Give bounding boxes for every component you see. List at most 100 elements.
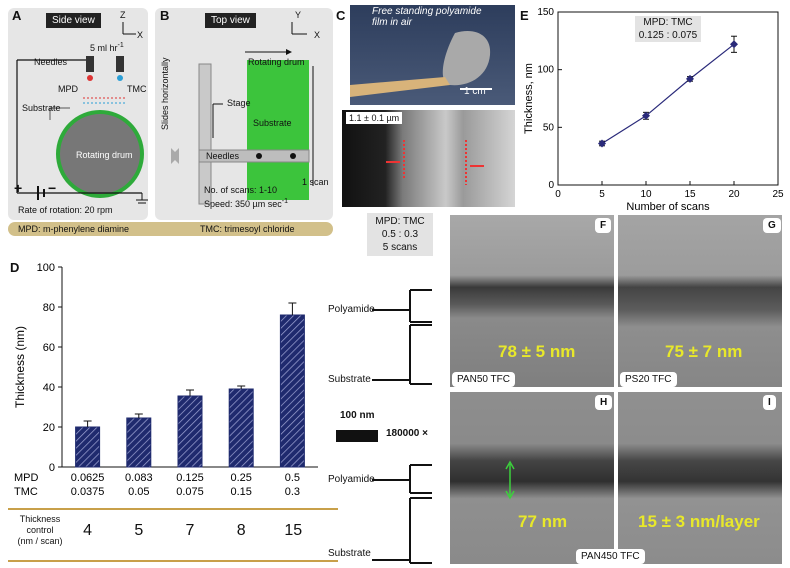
speed-text: Speed: 350 µm sec: [204, 199, 282, 209]
mpd-label-a: MPD: [58, 84, 78, 94]
one-scan-label: 1 scan: [302, 177, 329, 187]
axis-z-label: Z: [120, 10, 126, 20]
x-tick-label: 20: [728, 189, 740, 200]
x-tick-label: 15: [684, 189, 696, 200]
scale-bar: [336, 430, 378, 442]
tmc-value: 0.3: [285, 486, 300, 498]
plus-sign: +: [14, 180, 23, 196]
panel-b-letter: B: [160, 8, 170, 23]
y-tick-label: 40: [43, 382, 55, 394]
tem-panel-g: [618, 215, 782, 387]
layer-brackets: [372, 289, 432, 564]
tmc-value: 0.075: [176, 486, 204, 498]
tc-value: 7: [185, 522, 195, 539]
tem-g-tag: PS20 TFC: [620, 372, 677, 387]
tc-value: 5: [134, 522, 144, 539]
tem-i-thickness: 15 ± 3 nm/layer: [638, 512, 760, 531]
drum-label-b: Rotating drum: [248, 57, 305, 67]
series-line: [601, 43, 735, 144]
chart-e-ratio-box: MPD: TMC 0.125 : 0.075: [635, 16, 701, 42]
data-point: [642, 111, 650, 120]
tmc-label-a: TMC: [127, 84, 147, 94]
bar: [177, 395, 203, 468]
thickness-bar-chart: 0 20 40 60 80 100 Thickness (nm) 0.0625 0.0375 0.…: [13, 262, 318, 498]
tmc-value: 0.15: [230, 486, 251, 498]
legend-mpd: MPD: m-phenylene diamine: [18, 224, 130, 234]
thickness-vs-scans-chart: 0 5 10 15 20 25 0 50 100 150 Number of scans Thickn…: [523, 7, 784, 213]
axis-y-label: Y: [295, 10, 302, 20]
bar: [228, 388, 254, 468]
legend-tmc: TMC: trimesoyl chloride: [200, 224, 295, 234]
polyamide-label-top: Polyamide: [328, 304, 375, 315]
chart-e-ratio-value: 0.125 : 0.075: [638, 30, 698, 41]
substrate-label-a: Substrate: [22, 103, 61, 113]
substrate-label-b: Substrate: [253, 118, 292, 128]
film-photo-drawing: [350, 31, 492, 97]
tem-f-tag: PAN50 TFC: [452, 372, 515, 387]
y-tick-label: 20: [43, 422, 55, 434]
y-tick-label: 0: [548, 180, 554, 191]
needles-label-a: Needles: [34, 57, 68, 67]
y-tick-label: 100: [537, 65, 554, 76]
panel-a-letter: A: [12, 8, 22, 23]
data-point: [598, 139, 606, 148]
tem-ratio-box: MPD: TMC 0.5 : 0.3 5 scans: [367, 213, 433, 256]
tem-h-measure-arrow: [505, 460, 515, 500]
y-axis-title: Thickness, nm: [523, 63, 535, 134]
mpd-row-label: MPD: [14, 472, 39, 484]
legend-bar: [8, 222, 333, 236]
tem-f-thickness: 78 ± 5 nm: [498, 342, 576, 361]
mpd-value: 0.125: [176, 472, 204, 484]
tem-scans: 5 scans: [382, 242, 418, 253]
film-scale: 1 cm: [464, 86, 486, 97]
tmc-value: 0.0375: [71, 486, 105, 498]
stage-label: Stage: [227, 98, 251, 108]
panel-b-drawing: [171, 22, 314, 205]
panel-c-letter: C: [336, 8, 346, 23]
x-axis-title: Number of scans: [626, 201, 710, 213]
scans-label: No. of scans: 1-10: [204, 185, 278, 195]
rotation-rate: Rate of rotation: 20 rpm: [18, 205, 113, 215]
axis-x-label: X: [137, 30, 144, 40]
polyamide-label-bottom: Polyamide: [328, 474, 375, 485]
y-tick-label: 0: [49, 462, 55, 474]
speed-label: Speed: 350 µm sec-1: [204, 198, 288, 209]
x-tick-label: 5: [599, 189, 605, 200]
x-tick-label: 0: [555, 189, 561, 200]
substrate-label-bottom: Substrate: [328, 548, 371, 559]
bar: [279, 314, 305, 468]
data-point: [730, 40, 738, 49]
tem-ratio-value: 0.5 : 0.3: [381, 229, 419, 240]
mpd-value: 0.083: [125, 472, 153, 484]
scale-bar-label: 100 nm: [340, 410, 375, 421]
tem-h-thickness: 77 nm: [518, 512, 568, 531]
tc-value: 8: [236, 522, 246, 539]
mpd-value: 0.25: [230, 472, 251, 484]
tem-letter-h: H: [595, 395, 613, 410]
tem-letter-f: F: [595, 218, 612, 233]
slides-label: Slides horizontally: [160, 57, 170, 130]
substrate-label-top: Substrate: [328, 374, 371, 385]
mpd-value: 0.5: [285, 472, 300, 484]
bar: [75, 426, 101, 468]
tmc-row-label: TMC: [14, 486, 38, 498]
bar: [126, 417, 152, 468]
flow-rate-exponent: -1: [117, 42, 124, 49]
chart-e-ratio-label: MPD: TMC: [643, 17, 693, 28]
tc-header-2: control: [26, 525, 54, 535]
x-tick-label: 10: [640, 189, 652, 200]
film-caption: Free standing polyamide film in air: [372, 6, 482, 28]
sem-thickness: 1.1 ± 0.1 µm: [346, 112, 403, 124]
y-tick-label: 150: [537, 7, 554, 18]
y-tick-label: 80: [43, 302, 55, 314]
speed-exponent: -1: [281, 198, 288, 205]
tem-h-tag: PAN450 TFC: [576, 549, 645, 564]
tc-value: 4: [83, 522, 93, 539]
panel-a-title: Side view: [46, 13, 101, 28]
flow-rate-text: 5 ml hr: [90, 43, 118, 53]
y-tick-label: 50: [543, 122, 555, 133]
axis-x-label-b: X: [314, 30, 321, 40]
x-tick-label: 25: [772, 189, 784, 200]
mpd-value: 0.0625: [71, 472, 105, 484]
thickness-control-table: Thickness control (nm / scan) 4 5 7 8 15: [8, 508, 338, 562]
